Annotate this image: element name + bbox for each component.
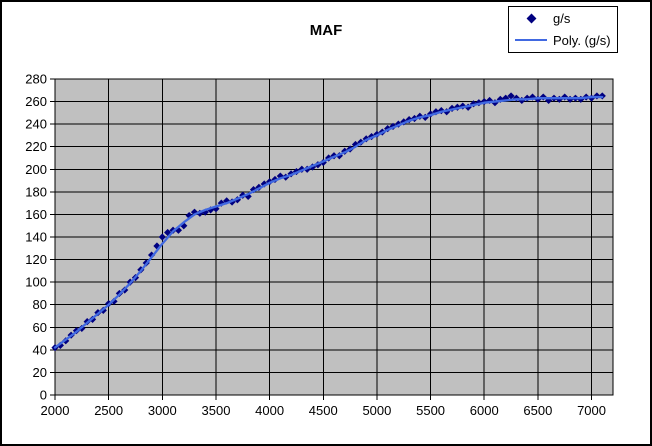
legend-item-poly-gs: Poly. (g/s): [509, 30, 617, 50]
y-tick-label: 100: [25, 275, 47, 290]
chart-title: MAF: [309, 22, 343, 39]
x-tick-label: 5000: [362, 403, 391, 418]
legend-label-poly-gs: Poly. (g/s): [553, 32, 611, 48]
trendline-marker-icon: [515, 39, 547, 42]
trendline-path: [53, 95, 604, 349]
legend-label-gs: g/s: [553, 11, 571, 27]
data-point-diamond: [545, 96, 553, 105]
y-tick-label: 80: [33, 297, 47, 312]
x-tick-label: 7000: [577, 403, 606, 418]
x-tick-label: 5500: [416, 403, 445, 418]
legend-swatch-gs: [509, 13, 553, 24]
y-tick-label: 220: [25, 139, 47, 154]
y-tick-label: 140: [25, 230, 47, 245]
y-tick-label: 200: [25, 162, 47, 177]
x-tick-label: 6000: [470, 403, 499, 418]
y-tick-label: 20: [33, 365, 47, 380]
y-tick-label: 40: [33, 342, 47, 357]
data-point-diamond: [507, 92, 515, 100]
data-point-diamond: [485, 96, 494, 105]
x-tick-label: 2500: [94, 403, 123, 418]
y-tick-label: 280: [25, 72, 47, 87]
y-tick-label: 120: [25, 252, 47, 267]
diamond-marker-icon: [526, 13, 536, 24]
data-point-diamond: [528, 93, 537, 101]
x-tick-label: 6500: [523, 403, 552, 418]
x-tick-label: 4000: [255, 403, 284, 418]
data-point-diamond: [56, 341, 64, 349]
x-tick-label: 3500: [202, 403, 231, 418]
chart-legend: g/s Poly. (g/s): [508, 6, 618, 53]
legend-item-gs: g/s: [509, 9, 617, 29]
y-tick-label: 180: [25, 184, 47, 199]
data-point-diamond: [110, 297, 118, 305]
x-tick-label: 4500: [309, 403, 338, 418]
x-tick-label: 3000: [148, 403, 177, 418]
y-tick-label: 260: [25, 94, 47, 109]
y-tick-label: 0: [40, 388, 47, 403]
y-tick-label: 240: [25, 117, 47, 132]
data-point-diamond: [158, 233, 166, 241]
x-tick-label: 2000: [41, 403, 70, 418]
y-tick-label: 160: [25, 207, 47, 222]
y-tick-label: 60: [33, 320, 47, 335]
legend-swatch-poly-gs: [509, 39, 553, 42]
data-point-diamond: [502, 94, 510, 102]
data-point-diamond: [496, 95, 504, 103]
data-point-diamond: [276, 172, 284, 180]
